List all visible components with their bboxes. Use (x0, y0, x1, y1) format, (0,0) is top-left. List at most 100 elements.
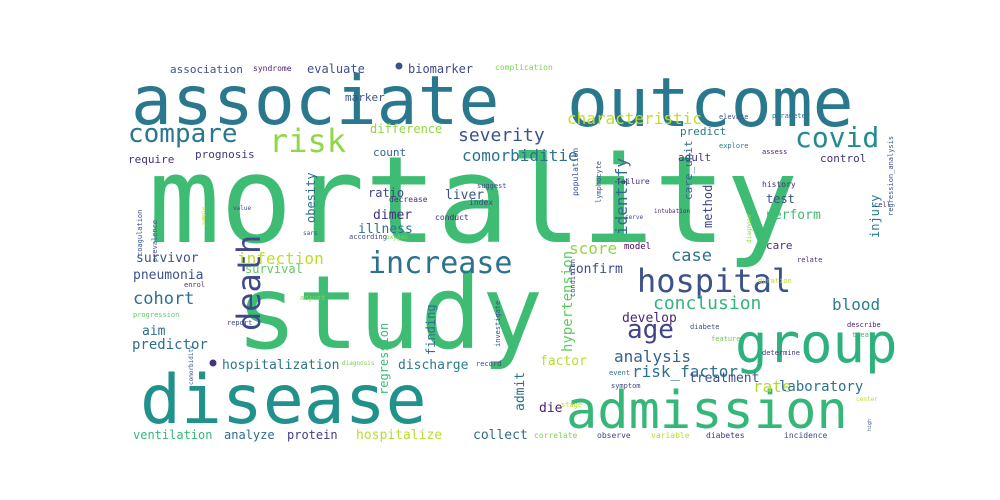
cloud-word-rate: rate (753, 377, 792, 396)
cloud-word-syndrome: syndrome (253, 64, 292, 73)
cloud-word-duration: duration (758, 277, 792, 285)
cloud-word-diagnosis: diagnosis (342, 360, 375, 367)
cloud-word-disease: disease (140, 361, 427, 440)
cloud-word-population: population (571, 148, 580, 196)
cloud-word-diagnose: diagnose (746, 214, 753, 243)
cloud-word-oxygen: oxygen (386, 234, 408, 241)
cloud-word-hypertension: hypertension (560, 251, 576, 352)
cloud-word-lymphocyte: lymphocyte (595, 161, 603, 203)
cloud-word-method: method (701, 185, 715, 228)
cloud-word-hospitalization: hospitalization (222, 358, 339, 373)
cloud-word-case: case (671, 246, 712, 266)
cloud-word-decrease: decrease (389, 195, 428, 204)
cloud-word-predict: predict (680, 125, 726, 138)
cloud-word-ratio: ratio (368, 186, 404, 200)
cloud-word-regression: regression (377, 323, 391, 395)
cloud-word-ventilation: ventilation (133, 428, 212, 442)
cloud-word-failure: failure (616, 177, 650, 186)
cloud-word-compare: compare (128, 119, 238, 149)
cloud-word-develop: develop (622, 311, 677, 326)
cloud-word-risk: risk (269, 122, 346, 160)
cloud-word-dimer: dimer (373, 208, 412, 223)
cloud-word-variable: variable (651, 431, 690, 440)
cloud-word-progression: progression (133, 311, 179, 319)
cloud-word-incidence: incidence (784, 431, 828, 440)
cloud-word-condition: condition (569, 259, 577, 297)
cloud-word-serve: serve (625, 214, 643, 221)
cloud-word-prevalence: prevalence (151, 220, 159, 262)
cloud-word-prognosis: prognosis (195, 148, 255, 161)
cloud-word-describe: describe (847, 321, 881, 329)
cloud-word-association: association (170, 63, 243, 76)
cloud-word-parameter: parameter (772, 112, 810, 120)
cloud-word-high: high (867, 419, 873, 431)
cloud-word-analysis: analysis (614, 347, 691, 366)
cloud-word-severity: severity (458, 125, 545, 146)
cloud-word-confirm: confirm (568, 262, 623, 277)
cloud-word-admit: admit (513, 372, 528, 411)
cloud-word-history: history (762, 180, 796, 189)
cloud-word-sample: sample (201, 207, 207, 225)
cloud-word-identify: identify (612, 158, 631, 235)
cloud-word-treat: treat (852, 331, 873, 339)
cloud-word-hospitalize: hospitalize (356, 428, 442, 443)
cloud-word-death: death (230, 235, 268, 331)
cloud-word-cell: cell (874, 201, 891, 209)
cloud-word-biomarker: biomarker (408, 62, 473, 76)
cloud-word-stage: stage (561, 401, 582, 409)
cloud-word-care: care (766, 239, 793, 252)
cloud-word-mortality: mortality (148, 132, 798, 271)
cloud-word-report: report (227, 319, 252, 327)
cloud-word-liver: liver (445, 188, 484, 203)
cloud-word-survival: survival (245, 262, 303, 276)
cloud-word-value: value (233, 205, 251, 212)
cloud-word-outcome: outcome (567, 64, 854, 143)
cloud-word-evaluate: evaluate (307, 62, 365, 76)
cloud-word-adjust: adjust (300, 294, 325, 302)
cloud-word-laboratory: laboratory (779, 379, 863, 395)
cloud-word-record: record (476, 360, 501, 368)
cloud-word-care-unit: care_unit (682, 140, 695, 200)
cloud-word-determine: determine (762, 349, 800, 357)
cloud-word-age: age (627, 315, 674, 345)
cloud-word-coagulation: coagulation (136, 210, 144, 256)
cloud-word-covid: covid (795, 121, 879, 154)
cloud-word-conduct: conduct (435, 213, 469, 222)
cloud-word-intubation: intubation (654, 208, 691, 215)
cloud-word-blood: blood (832, 295, 880, 314)
cloud-word-survivor: survivor (136, 251, 199, 266)
cloud-word-die: die (539, 401, 563, 416)
cloud-word-protein: protein (287, 428, 338, 442)
cloud-word-comorbiditie: comorbiditie (462, 146, 578, 165)
cloud-word-sars: sars (303, 230, 318, 237)
cloud-word-suggest: suggest (477, 182, 507, 190)
cloud-word-regression-analysis: regression_analysis (887, 136, 895, 216)
dot-marker (209, 359, 217, 367)
cloud-word-aim: aim (142, 324, 166, 339)
cloud-word-diabete: diabete (690, 323, 720, 331)
cloud-word-diabetes: diabetes (706, 431, 745, 440)
cloud-word-require: require (128, 153, 174, 166)
cloud-word-factor: factor (540, 354, 587, 369)
cloud-word-conclusion: conclusion (653, 293, 761, 314)
cloud-word-finding: finding (424, 304, 438, 355)
cloud-word-symptom: symptom (611, 382, 641, 390)
cloud-word-count: count (373, 146, 406, 159)
cloud-word-collect: collect (473, 428, 528, 443)
cloud-word-hospital: hospital (637, 262, 791, 300)
cloud-word-marker: marker (345, 91, 385, 104)
cloud-word-test: test (766, 192, 795, 206)
cloud-word-injury: injury (868, 195, 882, 238)
cloud-word-analyze: analyze (224, 428, 275, 442)
cloud-word-assess: assess (762, 148, 787, 156)
cloud-word-admission: admission (566, 381, 848, 441)
cloud-word-comorbidity: comorbidity (188, 345, 195, 385)
cloud-word-index: index (469, 198, 493, 207)
cloud-word-control: control (820, 152, 866, 165)
cloud-word-infection: infection (237, 249, 324, 268)
cloud-word-model: model (624, 242, 651, 252)
cloud-word-elevate: elevate (719, 113, 749, 121)
cloud-word-investigate: investigate (494, 301, 502, 347)
cloud-word-treatment: treatment (689, 371, 759, 386)
